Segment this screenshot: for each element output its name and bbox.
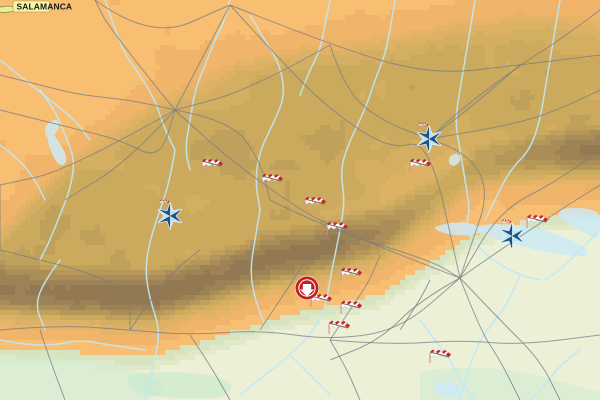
svg-text:SALAMANCA: SALAMANCA [17,2,73,12]
